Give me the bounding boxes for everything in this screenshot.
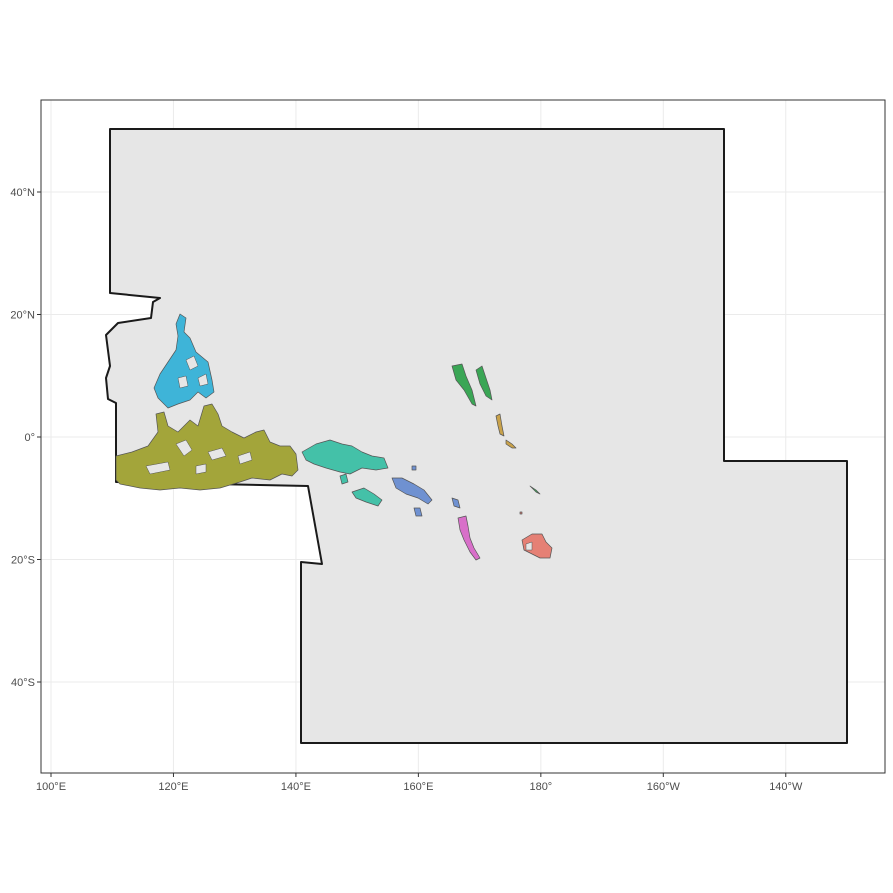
- x-tick-label: 140°E: [281, 781, 311, 793]
- region-png-islet: [339, 473, 349, 485]
- region-indonesia-hole: [145, 461, 171, 475]
- region-marshall-shape: [451, 363, 477, 407]
- y-tick-label: 20°N: [10, 310, 35, 322]
- region-philippines-shape: [153, 313, 215, 409]
- region-vanuatu-islet: [451, 497, 461, 509]
- region-solomon-islet: [413, 507, 423, 517]
- y-tick-label: 40°S: [11, 677, 35, 689]
- x-tick-label: 160°W: [647, 781, 681, 793]
- region-fiji-shape: [521, 533, 553, 559]
- region-indonesia-hole: [207, 447, 227, 461]
- region-solomon: [391, 465, 433, 517]
- region-philippines-hole: [185, 355, 199, 371]
- x-tick-label: 160°E: [403, 781, 433, 793]
- region-vanuatu: [451, 497, 481, 561]
- region-kiribati-islet: [505, 439, 517, 449]
- study-area-polygon: [105, 128, 848, 744]
- region-solomon-islet: [411, 465, 417, 471]
- region-png: [301, 439, 389, 507]
- region-fiji-islet: [519, 511, 523, 515]
- region-vanuatu-shape: [457, 515, 481, 561]
- y-tick-label: 40°N: [10, 187, 35, 199]
- region-fiji-hole: [525, 541, 533, 551]
- y-tick-label: 20°S: [11, 555, 35, 567]
- region-marshall-shape: [475, 365, 493, 401]
- x-tick-label: 120°E: [158, 781, 188, 793]
- y-tick-label: 0°: [24, 432, 35, 444]
- region-indonesia-hole: [175, 439, 193, 457]
- region-indonesia: [115, 403, 299, 491]
- region-fiji: [519, 511, 553, 559]
- region-solomon-shape: [391, 477, 433, 505]
- x-tick-label: 180°: [529, 781, 552, 793]
- region-png-islands: [351, 487, 383, 507]
- x-axis: 100°E 120°E 140°E 160°E 180° 160°W 140°W: [36, 773, 803, 793]
- x-tick-label: 100°E: [36, 781, 66, 793]
- region-indonesia-hole: [237, 451, 253, 465]
- region-indonesia-hole: [195, 463, 207, 475]
- region-png-shape: [301, 439, 389, 475]
- region-philippines-hole: [197, 373, 209, 387]
- region-philippines: [153, 313, 215, 409]
- region-marshall: [451, 363, 493, 407]
- x-tick-label: 140°W: [769, 781, 803, 793]
- region-philippines-hole: [177, 375, 189, 389]
- region-kiribati-shape: [495, 413, 505, 437]
- region-kiribati-islet: [529, 485, 541, 495]
- region-kiribati: [495, 413, 541, 495]
- y-axis: 40°N 20°N 0° 20°S 40°S: [10, 187, 41, 689]
